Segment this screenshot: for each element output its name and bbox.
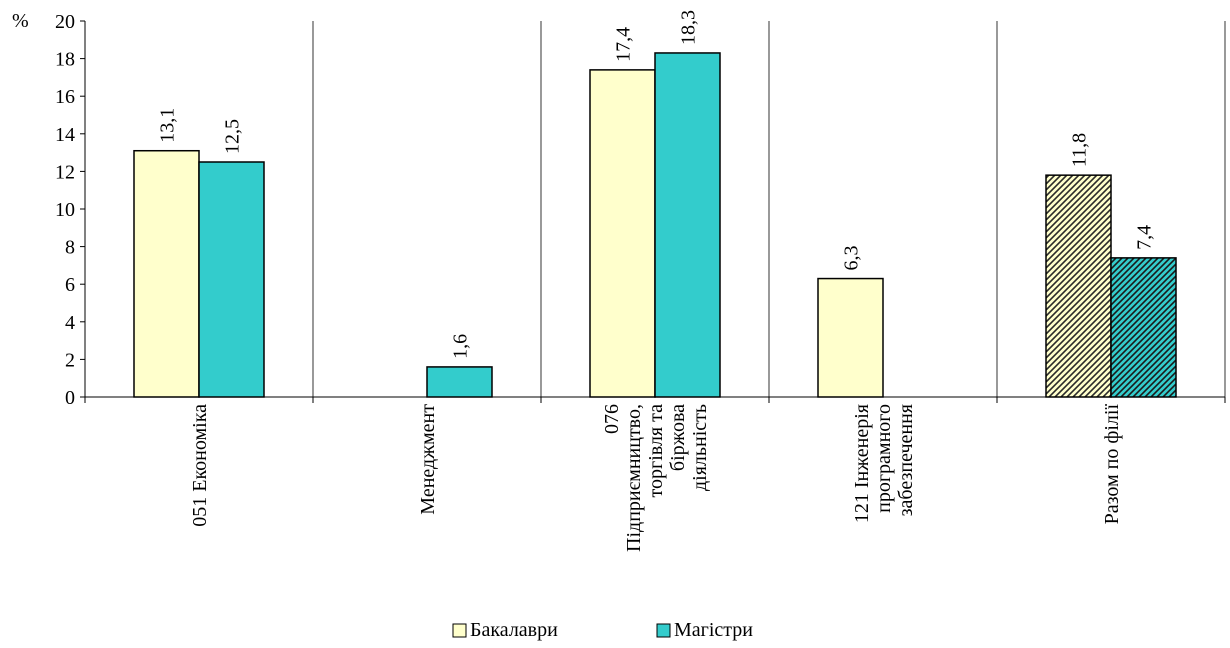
y-tick-label: 6 bbox=[65, 274, 75, 296]
data-label: 12,5 bbox=[222, 119, 244, 154]
bar-bachelors-3 bbox=[817, 277, 884, 398]
grid-lines bbox=[84, 21, 1226, 403]
y-axis-unit-label: % bbox=[12, 10, 29, 32]
data-label: 13,1 bbox=[157, 108, 179, 143]
bar-bachelors-2 bbox=[589, 69, 656, 398]
data-label: 11,8 bbox=[1069, 133, 1091, 167]
bar-masters-2 bbox=[654, 52, 721, 398]
data-labels: 13,1 12,5 1,6 17,4 18,3 6,3 11,8 7,4 bbox=[157, 10, 1156, 359]
data-label: 18,3 bbox=[678, 10, 700, 45]
data-label: 1,6 bbox=[450, 334, 472, 359]
y-tick-label: 2 bbox=[65, 349, 75, 371]
y-tick-label: 14 bbox=[55, 124, 75, 146]
data-label: 6,3 bbox=[841, 246, 863, 271]
category-label: забезпечення bbox=[895, 404, 917, 516]
category-label: Менеджмент bbox=[417, 404, 439, 515]
legend: Бакалаври Магістри bbox=[452, 619, 753, 641]
category-label: торгівля та bbox=[645, 404, 667, 498]
y-tick-label: 18 bbox=[55, 49, 75, 71]
y-tick-label: 12 bbox=[55, 161, 75, 183]
data-label: 7,4 bbox=[1134, 225, 1156, 250]
category-label: біржова bbox=[667, 404, 689, 471]
y-tick-label: 4 bbox=[65, 312, 75, 334]
bars bbox=[133, 52, 1177, 398]
category-label: Разом по філії bbox=[1101, 404, 1123, 525]
bar-bachelors-4 bbox=[1045, 174, 1112, 398]
legend-swatch-masters bbox=[656, 623, 671, 638]
y-tick-label: 0 bbox=[65, 387, 75, 409]
category-label: діяльність bbox=[689, 404, 711, 491]
category-label: 076 bbox=[601, 404, 623, 434]
category-label: 051 Економіка bbox=[189, 404, 211, 527]
y-tick-label: 16 bbox=[55, 86, 75, 108]
y-tick-label: 10 bbox=[55, 199, 75, 221]
y-ticks: 0 2 4 6 8 10 12 14 16 18 20 bbox=[55, 11, 85, 409]
category-label: 121 Інженерія bbox=[851, 404, 873, 523]
y-tick-label: 20 bbox=[55, 11, 75, 33]
bar-bachelors-0 bbox=[133, 149, 200, 398]
legend-label-bachelors: Бакалаври bbox=[470, 619, 558, 641]
bar-masters-0 bbox=[198, 161, 265, 398]
legend-swatch-bachelors bbox=[452, 623, 467, 638]
category-labels: 051 Економіка Менеджмент 076 Підприємництво… bbox=[189, 404, 1123, 552]
bar-masters-1 bbox=[426, 366, 493, 398]
bar-masters-4 bbox=[1110, 257, 1177, 398]
category-label: програмного bbox=[873, 404, 895, 513]
category-label: Підприємництво, bbox=[623, 404, 645, 552]
y-tick-label: 8 bbox=[65, 237, 75, 259]
legend-label-masters: Магістри bbox=[674, 619, 753, 641]
data-label: 17,4 bbox=[613, 27, 635, 62]
